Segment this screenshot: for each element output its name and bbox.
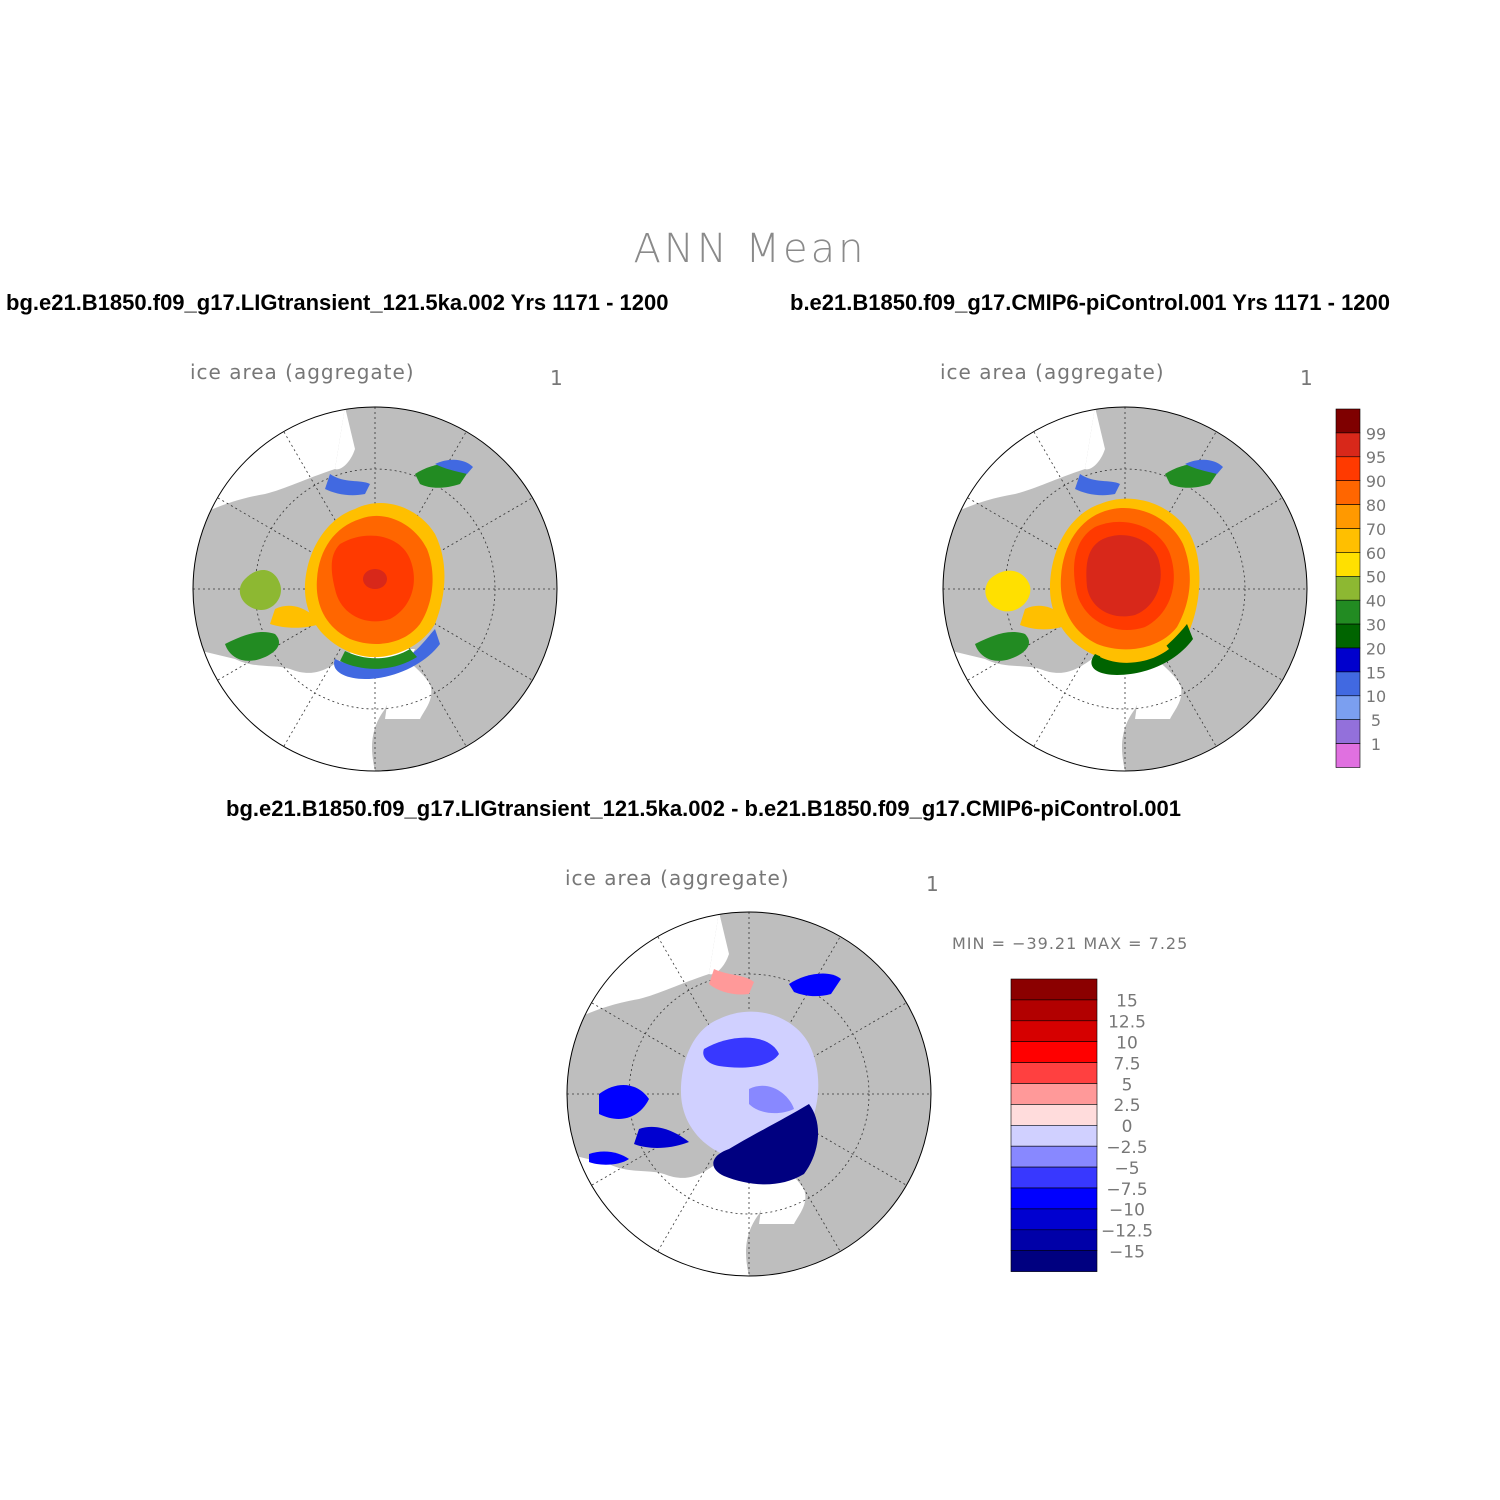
- case-a-title: bg.e21.B1850.f09_g17.LIGtransient_121.5k…: [6, 290, 669, 315]
- abs-colorbar-swatch: [1335, 408, 1361, 434]
- panel-a-variable-label: ice area (aggregate): [190, 360, 415, 384]
- abs-colorbar-swatch: [1335, 623, 1361, 649]
- panel-diff-field: [589, 969, 841, 1185]
- diff-colorbar-swatch: [1010, 1020, 1098, 1042]
- diff-colorbar-tick-label: −12.5: [1101, 1222, 1153, 1242]
- abs-colorbar-tick-label: 80: [1366, 496, 1386, 515]
- abs-colorbar-tick-label: 40: [1366, 592, 1386, 611]
- panel-b-sea-ice-field: [975, 459, 1223, 675]
- diff-colorbar-swatch: [1010, 1125, 1098, 1147]
- diff-colorbar-tick-label: −10: [1109, 1201, 1145, 1221]
- abs-colorbar-swatch: [1335, 528, 1361, 553]
- diff-colorbar-tick-label: −15: [1109, 1243, 1145, 1263]
- diff-colorbar-swatch: [1010, 1166, 1098, 1189]
- abs-colorbar-swatch: [1335, 719, 1361, 744]
- panel-a-sea-ice-field: [225, 459, 473, 679]
- diff-colorbar-swatch: [1010, 978, 1098, 1001]
- diff-colorbar-tick-label: −7.5: [1106, 1180, 1147, 1200]
- figure-title: ANN Mean: [633, 226, 867, 272]
- abs-colorbar-tick-label: 60: [1366, 544, 1386, 563]
- abs-colorbar-tick-label: 99: [1366, 424, 1386, 443]
- diff-colorbar-swatch: [1010, 1145, 1098, 1168]
- diff-colorbar-swatch: [1010, 1229, 1098, 1252]
- abs-colorbar-swatch: [1335, 432, 1361, 458]
- panel-b-variable-label: ice area (aggregate): [940, 360, 1165, 384]
- abs-colorbar-swatch: [1335, 576, 1361, 601]
- diff-colorbar-tick-label: 10: [1116, 1034, 1138, 1054]
- diff-colorbar-swatch: [1010, 1104, 1098, 1126]
- diff-colorbar-tick-label: 15: [1116, 992, 1138, 1012]
- diff-colorbar-tick-label: −5: [1114, 1159, 1139, 1179]
- diff-colorbar-tick-label: 2.5: [1113, 1096, 1140, 1116]
- abs-colorbar-swatch: [1335, 647, 1361, 673]
- abs-colorbar-swatch: [1335, 599, 1361, 625]
- diff-colorbar-tick-label: 0: [1122, 1117, 1133, 1137]
- abs-colorbar-swatch: [1335, 743, 1361, 768]
- abs-colorbar-swatch: [1335, 695, 1361, 720]
- diff-colorbar-swatch: [1010, 1041, 1098, 1063]
- diff-colorbar-swatch: [1010, 999, 1098, 1022]
- abs-colorbar-tick-label: 20: [1366, 639, 1386, 658]
- abs-colorbar-swatch: [1335, 504, 1361, 529]
- panel-diff-variable-label: ice area (aggregate): [565, 866, 790, 890]
- panel-a-polar-map: [192, 406, 558, 772]
- abs-colorbar-tick-label: 50: [1366, 568, 1386, 587]
- case-b-title: b.e21.B1850.f09_g17.CMIP6-piControl.001 …: [790, 290, 1391, 315]
- abs-colorbar-tick-label: 1: [1371, 735, 1381, 754]
- difference-title: bg.e21.B1850.f09_g17.LIGtransient_121.5k…: [226, 796, 1182, 821]
- panel-diff-polar-map: [566, 911, 932, 1277]
- abs-colorbar-swatch: [1335, 552, 1361, 577]
- diff-colorbar-tick-label: 7.5: [1113, 1054, 1140, 1074]
- abs-colorbar-tick-label: 90: [1366, 472, 1386, 491]
- panel-a-units: 1: [550, 366, 563, 390]
- abs-colorbar-tick-label: 5: [1371, 711, 1381, 730]
- abs-colorbar-tick-label: 10: [1366, 687, 1386, 706]
- abs-colorbar-tick-label: 30: [1366, 616, 1386, 635]
- abs-colorbar-tick-label: 95: [1366, 448, 1386, 467]
- abs-colorbar: 99 95 90 80 70 60 50 40 30 20 15 10 5 1: [1335, 408, 1386, 768]
- diff-colorbar-swatch: [1010, 1250, 1098, 1272]
- diff-colorbar-swatch: [1010, 1062, 1098, 1084]
- diff-colorbar-swatch: [1010, 1208, 1098, 1231]
- panel-diff-units: 1: [926, 872, 939, 896]
- abs-colorbar-swatch: [1335, 671, 1361, 697]
- diff-colorbar-swatch: [1010, 1083, 1098, 1105]
- diff-colorbar-tick-label: −2.5: [1106, 1138, 1147, 1158]
- diff-colorbar-tick-label: 5: [1122, 1075, 1133, 1095]
- panel-b-polar-map: [942, 406, 1308, 772]
- abs-colorbar-tick-label: 70: [1366, 520, 1386, 539]
- diff-colorbar-tick-label: 12.5: [1108, 1013, 1146, 1033]
- abs-colorbar-swatch: [1335, 456, 1361, 481]
- abs-colorbar-swatch: [1335, 480, 1361, 505]
- abs-colorbar-tick-label: 15: [1366, 663, 1386, 682]
- diff-colorbar-swatch: [1010, 1187, 1098, 1210]
- panel-b-units: 1: [1300, 366, 1313, 390]
- diff-min-max: MIN = −39.21 MAX = 7.25: [952, 934, 1189, 953]
